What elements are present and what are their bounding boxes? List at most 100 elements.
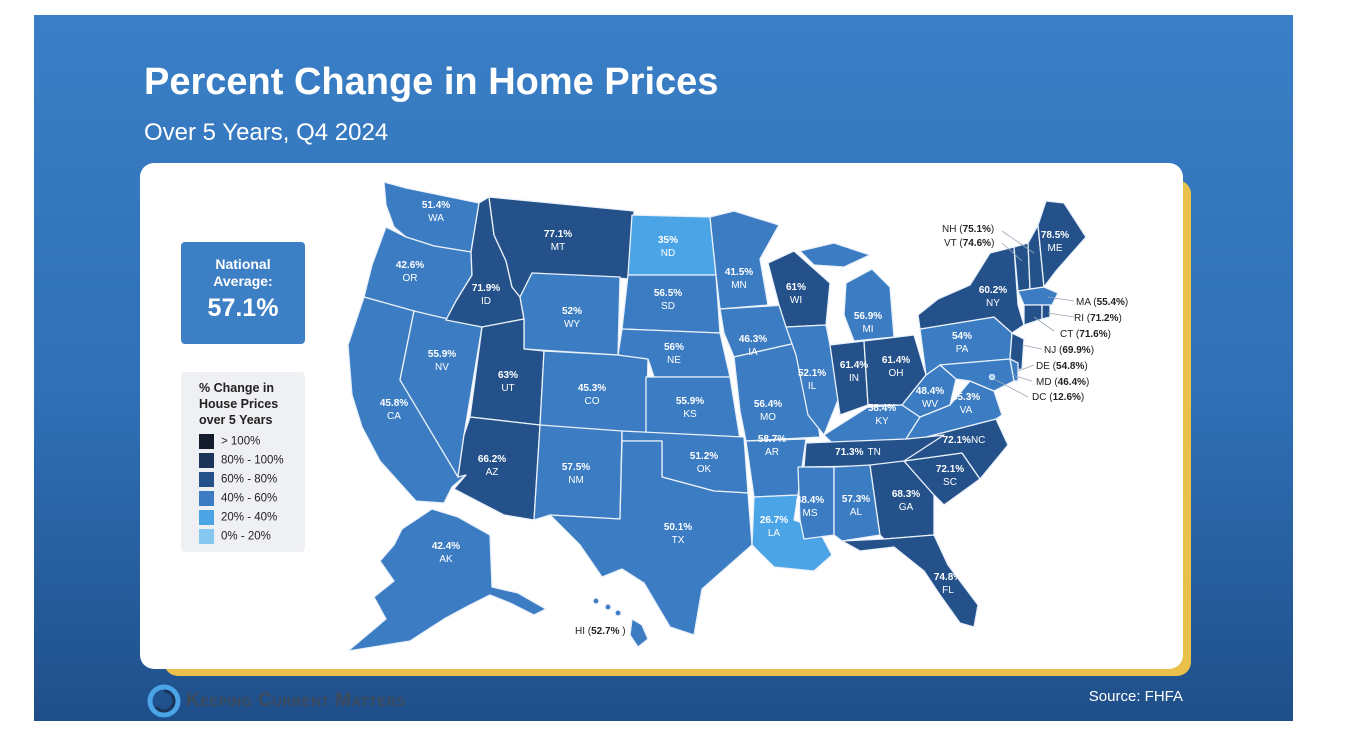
state-label: 78.5% ME [1041,230,1069,254]
page-subtitle: Over 5 Years, Q4 2024 [144,119,389,146]
legend: % Change in House Prices over 5 Years > … [181,372,305,552]
state-label-DE: DE (54.8%) [1036,361,1088,372]
state-label: 63% UT [498,370,518,394]
brand-swirl-icon [147,684,181,718]
state-MI-UP [799,242,871,268]
legend-swatch [199,434,214,449]
state-label: 51.4% WA [422,200,450,224]
legend-item: 40% - 60% [199,491,277,507]
state-FL [841,534,979,628]
state-label: 50.1% TX [664,522,692,546]
state-label: 45.8% CA [380,398,408,422]
legend-item: 80% - 100% [199,453,284,469]
state-label: 48.4% MS [796,495,824,519]
state-label-VT: VT (74.6%) [944,238,994,249]
state-DE [1009,358,1019,382]
legend-item: 0% - 20% [199,529,271,545]
state-label-DC: DC (12.6%) [1032,392,1084,403]
state-label: 55.9% NV [428,349,456,373]
state-NC [903,418,1009,480]
legend-swatch [199,491,214,506]
state-TX [549,440,753,636]
state-label: 68.3% GA [892,489,920,513]
state-KS [645,376,741,440]
state-HI [629,618,649,648]
state-NY [917,246,1025,334]
legend-item: 20% - 40% [199,510,277,526]
legend-swatch [199,529,214,544]
brand-name: Keeping Current Matters [186,690,406,711]
state-AK [347,508,547,652]
state-AL [833,464,881,542]
state-MS [797,466,835,540]
legend-label: 40% - 60% [221,492,278,505]
legend-swatch [199,453,214,468]
state-label: 61.4% OH [882,355,910,379]
state-label: 58.4% KY [868,403,896,427]
state-label: 55.3% VA [952,392,980,416]
national-average-value: 57.1% [207,294,279,322]
state-MA [1017,286,1059,306]
state-label: 72.1% SC [936,464,964,488]
state-label-NJ: NJ (69.9%) [1044,345,1094,356]
state-label: 56% NE [664,342,684,366]
state-label-NH: NH (75.1%) [942,224,994,235]
state-label-HI: HI (52.7% ) [575,626,626,637]
state-label: 26.7% LA [760,515,788,539]
legend-swatch [199,510,214,525]
state-LA [751,494,833,572]
legend-label: 80% - 100% [221,454,284,467]
state-label: 46.3% IA [739,334,767,358]
state-label: 52.1% IL [798,368,826,392]
state-label: 35% ND [658,235,678,259]
state-label: 42.4% AK [432,541,460,565]
legend-item: > 100% [199,434,260,450]
state-label: 61.4% IN [840,360,868,384]
state-label: 41.5% MN [725,267,753,291]
state-label: 61% WI [786,282,806,306]
legend-swatch [199,472,214,487]
state-HI-island [614,609,622,617]
legend-label: 60% - 80% [221,473,278,486]
national-average-label: National Average: [213,256,273,289]
slide-background: Percent Change in Home Prices Over 5 Yea… [34,15,1293,721]
state-label: 56.4% MO [754,399,782,423]
page-title: Percent Change in Home Prices [144,61,719,103]
state-label: 72.1%NC [943,435,986,446]
state-label: 56.5% SD [654,288,682,312]
state-label: 58.7% AR [758,434,786,458]
state-label: 71.9% ID [472,283,500,307]
state-CT [1023,304,1043,326]
legend-label: 20% - 40% [221,511,278,524]
state-label: 74.8% FL [934,572,962,596]
state-label: 54% PA [952,331,972,355]
state-HI-island [592,597,600,605]
legend-title: % Change in House Prices over 5 Years [199,381,279,427]
state-HI-island [604,603,612,611]
state-label: 71.3% TN [835,447,881,458]
state-label: 42.6% OR [396,260,424,284]
state-label: 52% WY [562,306,582,330]
state-label: 56.9% MI [854,311,882,335]
state-label-MA: MA (55.4%) [1076,297,1128,308]
state-labels: 51.4% WA 42.6% OR 45.8% CA 55.9% NV 71.9% ID … [380,200,1069,596]
state-label: 57.5% NM [562,462,590,486]
source-note: Source: FHFA [1088,688,1183,705]
state-label: 66.2% AZ [478,454,506,478]
state-label-RI: RI (71.2%) [1074,313,1122,324]
state-label: 60.2% NY [979,285,1007,309]
brand-logo: Keeping Current Matters [146,683,405,718]
state-label: 55.9% KS [676,396,704,420]
state-MN [709,210,780,310]
state-DC [988,373,996,381]
us-map: 51.4% WA 42.6% OR 45.8% CA 55.9% NV 71.9% ID … [347,181,1128,652]
legend-item: 60% - 80% [199,472,277,488]
legend-label: 0% - 20% [221,530,271,543]
state-label-MD: MD (46.4%) [1036,377,1089,388]
state-label: 48.4% WV [916,386,944,410]
national-average-box: National Average: 57.1% [181,242,305,344]
state-label: 51.2% OK [690,451,718,475]
state-VA [905,380,1003,440]
state-label: 77.1% MT [544,229,572,253]
state-label: 45.3% CO [578,383,606,407]
